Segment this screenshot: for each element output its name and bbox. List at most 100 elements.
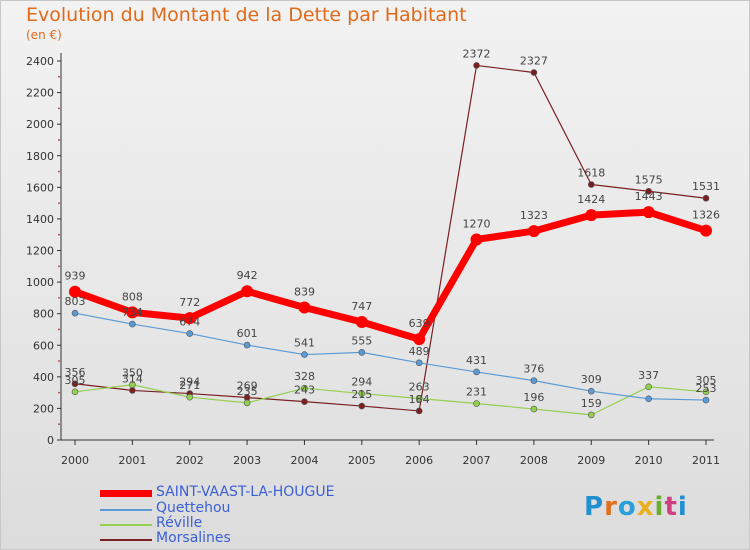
data-point (585, 209, 598, 222)
logo-letter: r (604, 492, 618, 522)
legend-label: Réville (156, 515, 203, 531)
y-tick-label: 1400 (26, 213, 54, 226)
data-point (473, 62, 480, 69)
data-label: 489 (409, 345, 430, 358)
data-label: 253 (696, 382, 717, 395)
data-label: 1270 (463, 217, 491, 230)
data-label: 1443 (635, 190, 663, 203)
data-label: 184 (409, 393, 430, 406)
data-label: 1618 (577, 166, 605, 179)
data-point (129, 320, 136, 328)
legend-label: SAINT-VAAST-LA-HOUGUE (156, 484, 335, 500)
data-point (530, 377, 538, 384)
legend-swatch (100, 509, 152, 511)
data-label: 1531 (692, 180, 720, 193)
data-point (71, 380, 79, 388)
data-point (183, 312, 196, 325)
data-point (186, 393, 194, 401)
data-point (126, 306, 139, 319)
data-point (587, 411, 595, 419)
legend-swatch (100, 524, 152, 526)
data-label: 305 (65, 374, 86, 387)
data-label: 269 (237, 380, 258, 393)
data-point (71, 388, 79, 396)
y-tick-label: 1600 (26, 181, 54, 194)
data-point (358, 402, 366, 410)
data-point (243, 341, 251, 349)
data-point (415, 395, 423, 402)
chart-title: Evolution du Montant de la Dette par Hab… (26, 4, 467, 26)
logo-letter: x (636, 492, 655, 522)
data-label: 294 (179, 376, 200, 389)
series-line-0 (71, 208, 710, 343)
y-minor-tick (58, 233, 60, 236)
logo-letter: P (584, 492, 605, 522)
y-tick-label: 600 (33, 339, 54, 352)
y-tick-label: 800 (33, 308, 54, 321)
data-label: 243 (294, 384, 315, 397)
legend-swatch (100, 490, 152, 497)
data-label: 1323 (520, 209, 548, 222)
data-label: 747 (351, 300, 372, 313)
y-tick-label: 2000 (26, 118, 54, 131)
y-minor-tick (58, 202, 60, 205)
data-label: 772 (179, 296, 200, 309)
data-label: 263 (409, 380, 430, 393)
series-line-1 (74, 312, 707, 401)
y-tick-label: 0 (47, 434, 54, 447)
data-point (587, 181, 595, 188)
data-label: 328 (294, 370, 315, 383)
y-tick-label: 400 (33, 371, 54, 384)
data-label: 294 (351, 376, 372, 389)
data-label: 271 (179, 379, 200, 392)
y-tick-label: 200 (33, 402, 54, 415)
data-point (358, 349, 366, 356)
y-minor-tick (58, 328, 60, 331)
data-label: 309 (581, 373, 602, 386)
data-point (301, 384, 308, 392)
data-label: 2327 (520, 55, 548, 68)
x-tick-label: 2009 (577, 454, 605, 467)
data-point (702, 194, 710, 202)
data-point (69, 285, 81, 298)
data-point (243, 399, 251, 407)
data-label: 942 (237, 269, 258, 282)
data-point (700, 224, 712, 237)
data-point (473, 368, 480, 376)
x-tick-label: 2005 (348, 454, 376, 467)
data-label: 808 (122, 290, 143, 303)
data-label: 376 (523, 363, 544, 376)
y-minor-tick (58, 360, 60, 362)
data-point (587, 387, 595, 395)
x-tick-label: 2006 (405, 454, 433, 467)
y-minor-tick (58, 391, 60, 394)
data-label: 337 (638, 369, 659, 382)
data-label: 601 (237, 327, 258, 340)
data-point (355, 316, 368, 329)
data-point (642, 206, 655, 219)
y-tick-label: 1800 (26, 150, 54, 163)
data-label: 235 (237, 385, 258, 398)
data-point (702, 396, 710, 404)
y-tick-label: 1000 (26, 276, 54, 289)
x-tick-label: 2001 (118, 454, 146, 467)
data-label: 431 (466, 354, 487, 367)
data-point (71, 309, 79, 317)
y-tick-label: 1200 (26, 245, 54, 258)
data-label: 555 (351, 334, 372, 347)
data-point (358, 390, 366, 397)
y-minor-tick (58, 107, 60, 110)
series-line-2 (74, 384, 707, 416)
series-line-3 (74, 64, 707, 412)
data-label: 1326 (692, 209, 720, 222)
logo-letter: o (617, 492, 637, 522)
data-label: 314 (122, 372, 143, 385)
data-point (129, 387, 136, 394)
data-label: 231 (466, 386, 487, 399)
data-point (530, 405, 538, 413)
data-point (645, 395, 652, 403)
data-point (415, 359, 423, 367)
data-point (301, 351, 308, 358)
legend-label: Morsalines (156, 530, 231, 546)
y-minor-tick (58, 139, 60, 141)
